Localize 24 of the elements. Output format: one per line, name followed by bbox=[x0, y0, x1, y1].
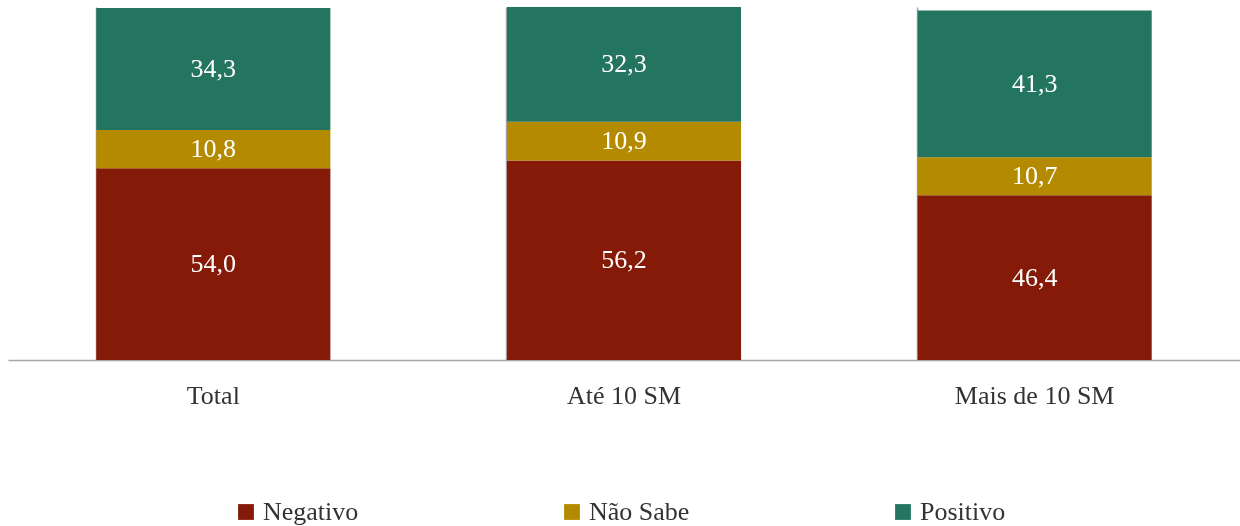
data-label: 10,9 bbox=[601, 126, 647, 156]
bar bbox=[506, 160, 742, 360]
bar bbox=[506, 121, 742, 161]
legend-label: Não Sabe bbox=[589, 497, 690, 526]
x-tick-label: Total bbox=[186, 380, 240, 410]
data-label: 10,8 bbox=[190, 134, 237, 164]
data-label: 10,7 bbox=[1011, 161, 1058, 191]
bar bbox=[917, 157, 1152, 196]
bar bbox=[96, 168, 331, 360]
bar bbox=[917, 195, 1152, 360]
bar bbox=[917, 10, 1152, 158]
data-label: 46,4 bbox=[1011, 262, 1058, 292]
legend-label: Negativo bbox=[263, 497, 359, 526]
legend-label: Positivo bbox=[920, 497, 1006, 526]
data-label: 34,3 bbox=[190, 53, 237, 83]
data-label: 32,3 bbox=[601, 49, 647, 79]
data-label: 41,3 bbox=[1011, 68, 1058, 98]
bar bbox=[96, 129, 331, 169]
x-tick-label: Mais de 10 SM bbox=[954, 380, 1115, 410]
data-label: 54,0 bbox=[190, 249, 237, 279]
x-tick-label: Até 10 SM bbox=[566, 380, 682, 410]
data-label: 56,2 bbox=[601, 245, 647, 275]
bar bbox=[96, 8, 331, 130]
bar bbox=[506, 7, 742, 122]
